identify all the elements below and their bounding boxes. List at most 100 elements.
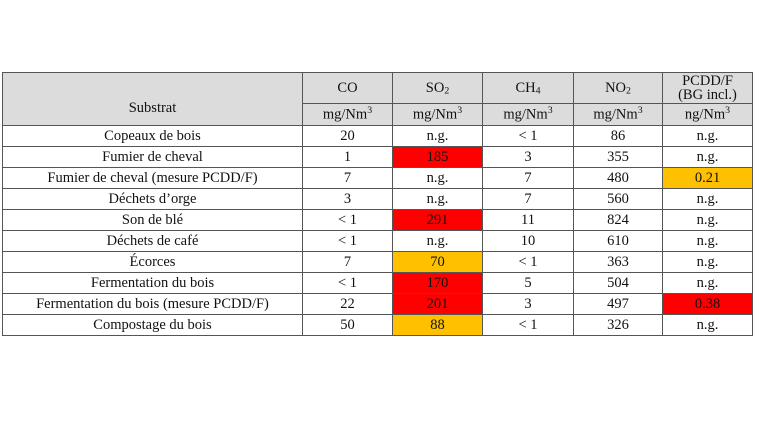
- cell-co: 7: [302, 251, 393, 273]
- cell-ch4: 5: [482, 272, 574, 294]
- table-row: Son de blé < 1 291 11 824 n.g.: [2, 209, 753, 231]
- header-row-names: Substrat CO SO2 CH4 NO2 PCDD/F (BG incl.): [2, 72, 753, 126]
- cell-substrat: Fermentation du bois: [2, 272, 303, 294]
- unit-so2-text: mg/Nm: [412, 106, 458, 123]
- unit-so2: mg/Nm3: [392, 103, 483, 126]
- cell-pcdd: n.g.: [662, 146, 753, 168]
- cell-no2: 504: [573, 272, 663, 294]
- cell-substrat: Fumier de cheval (mesure PCDD/F): [2, 167, 303, 189]
- header-pcdd-line1: PCDD/F: [682, 73, 733, 89]
- unit-ch4: mg/Nm3: [482, 103, 574, 126]
- cell-substrat: Déchets d’orge: [2, 188, 303, 210]
- cell-ch4: < 1: [482, 314, 574, 336]
- cell-no2: 610: [573, 230, 663, 252]
- cell-co: 1: [302, 146, 393, 168]
- cell-so2: n.g.: [392, 188, 483, 210]
- cell-pcdd: n.g.: [662, 188, 753, 210]
- unit-ch4-sup: 3: [547, 105, 553, 117]
- cell-pcdd: n.g.: [662, 209, 753, 231]
- cell-no2: 560: [573, 188, 663, 210]
- cell-no2: 824: [573, 209, 663, 231]
- cell-no2: 86: [573, 125, 663, 147]
- cell-co: < 1: [302, 209, 393, 231]
- header-pcdd-line2: (BG incl.): [678, 87, 737, 103]
- cell-ch4: 11: [482, 209, 574, 231]
- cell-so2-highlight-orange: 88: [392, 314, 483, 336]
- cell-no2: 480: [573, 167, 663, 189]
- cell-ch4: 7: [482, 188, 574, 210]
- cell-so2: n.g.: [392, 125, 483, 147]
- table-row: Écorces 7 70 < 1 363 n.g.: [2, 251, 753, 273]
- unit-so2-sup: 3: [457, 105, 463, 117]
- unit-no2-sup: 3: [637, 105, 643, 117]
- header-ch4-subscript: 4: [535, 84, 541, 96]
- table-row: Compostage du bois 50 88 < 1 326 n.g.: [2, 314, 753, 336]
- header-ch4-base: CH: [515, 79, 536, 96]
- header-co-label: CO: [337, 79, 358, 96]
- cell-ch4: < 1: [482, 125, 574, 147]
- cell-pcdd-highlight-red: 0.38: [662, 293, 753, 315]
- header-so2-base: SO: [425, 79, 445, 96]
- cell-no2: 497: [573, 293, 663, 315]
- cell-so2-highlight-orange: 70: [392, 251, 483, 273]
- header-substrat: Substrat: [2, 72, 303, 126]
- table-body: Copeaux de bois 20 n.g. < 1 86 n.g. Fumi…: [2, 125, 753, 336]
- cell-co: 20: [302, 125, 393, 147]
- cell-substrat: Copeaux de bois: [2, 125, 303, 147]
- cell-co: 3: [302, 188, 393, 210]
- table-row: Déchets d’orge 3 n.g. 7 560 n.g.: [2, 188, 753, 210]
- cell-pcdd: n.g.: [662, 251, 753, 273]
- cell-so2-highlight-red: 291: [392, 209, 483, 231]
- cell-ch4: 3: [482, 146, 574, 168]
- table-row: Déchets de café < 1 n.g. 10 610 n.g.: [2, 230, 753, 252]
- cell-so2: n.g.: [392, 230, 483, 252]
- table-row: Fermentation du bois < 1 170 5 504 n.g.: [2, 272, 753, 294]
- unit-co-sup: 3: [367, 105, 373, 117]
- cell-substrat: Fermentation du bois (mesure PCDD/F): [2, 293, 303, 315]
- table-row: Fumier de cheval (mesure PCDD/F) 7 n.g. …: [2, 167, 753, 189]
- unit-pcdd-text: ng/Nm: [684, 106, 726, 123]
- cell-pcdd: n.g.: [662, 272, 753, 294]
- unit-no2-text: mg/Nm: [593, 106, 638, 123]
- cell-substrat: Compostage du bois: [2, 314, 303, 336]
- cell-pcdd: n.g.: [662, 230, 753, 252]
- cell-ch4: 7: [482, 167, 574, 189]
- cell-so2-highlight-red: 170: [392, 272, 483, 294]
- cell-so2-highlight-red: 185: [392, 146, 483, 168]
- header-no2-subscript: 2: [626, 84, 631, 96]
- cell-so2: n.g.: [392, 167, 483, 189]
- header-no2: NO2: [573, 72, 663, 104]
- table-row: Fermentation du bois (mesure PCDD/F) 22 …: [2, 293, 753, 315]
- cell-pcdd-highlight-orange: 0.21: [662, 167, 753, 189]
- cell-pcdd: n.g.: [662, 314, 753, 336]
- cell-ch4: < 1: [482, 251, 574, 273]
- emissions-table: Substrat CO SO2 CH4 NO2 PCDD/F (BG incl.)…: [2, 72, 753, 336]
- table-row: Copeaux de bois 20 n.g. < 1 86 n.g.: [2, 125, 753, 147]
- cell-substrat: Écorces: [2, 251, 303, 273]
- cell-co: < 1: [302, 230, 393, 252]
- cell-no2: 363: [573, 251, 663, 273]
- header-so2: SO2: [392, 72, 483, 104]
- header-no2-base: NO: [605, 79, 627, 96]
- cell-so2-highlight-red: 201: [392, 293, 483, 315]
- header-co: CO: [302, 72, 393, 104]
- cell-co: 50: [302, 314, 393, 336]
- unit-pcdd: ng/Nm3: [662, 103, 753, 126]
- cell-substrat: Son de blé: [2, 209, 303, 231]
- unit-co-text: mg/Nm: [322, 106, 368, 123]
- unit-no2: mg/Nm3: [573, 103, 663, 126]
- table-header: Substrat CO SO2 CH4 NO2 PCDD/F (BG incl.)…: [2, 72, 753, 126]
- cell-no2: 355: [573, 146, 663, 168]
- header-pcdd: PCDD/F (BG incl.): [662, 72, 753, 104]
- table-row: Fumier de cheval 1 185 3 355 n.g.: [2, 146, 753, 168]
- cell-ch4: 3: [482, 293, 574, 315]
- cell-substrat: Fumier de cheval: [2, 146, 303, 168]
- unit-pcdd-sup: 3: [725, 105, 731, 117]
- cell-ch4: 10: [482, 230, 574, 252]
- header-so2-subscript: 2: [444, 84, 450, 96]
- cell-pcdd: n.g.: [662, 125, 753, 147]
- cell-co: 7: [302, 167, 393, 189]
- cell-substrat: Déchets de café: [2, 230, 303, 252]
- header-row-units: mg/Nm3 mg/Nm3 mg/Nm3 mg/Nm3 ng/Nm3: [3, 103, 753, 126]
- unit-co: mg/Nm3: [302, 103, 393, 126]
